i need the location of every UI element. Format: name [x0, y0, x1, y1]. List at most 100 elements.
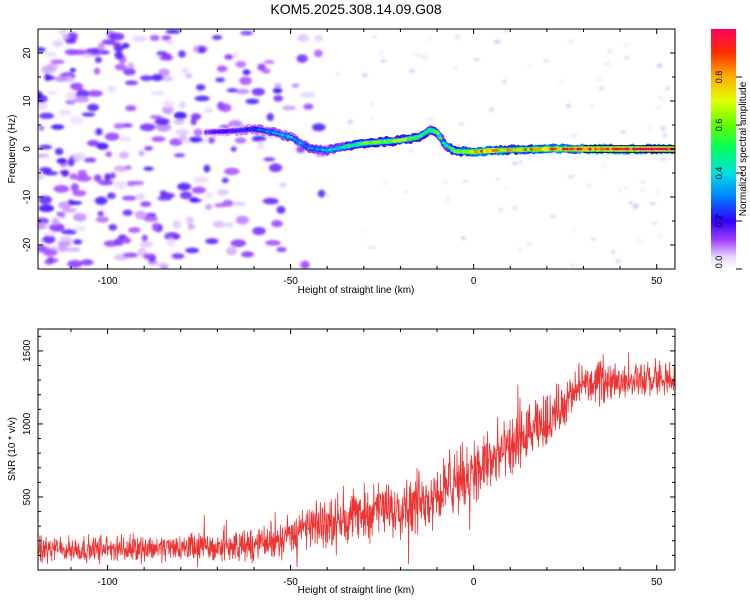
noise-blob	[95, 128, 103, 136]
noise-blob	[296, 54, 308, 63]
y-tick-label: 1500	[22, 339, 33, 362]
noise-blob	[379, 51, 384, 55]
ridge-core	[292, 137, 297, 141]
ridge-core	[389, 139, 393, 143]
ridge-core	[421, 132, 425, 136]
ridge-core	[371, 141, 376, 144]
noise-blob	[218, 103, 232, 113]
noise-blob	[105, 151, 113, 158]
noise-blob	[73, 212, 87, 222]
noise-blob	[502, 79, 507, 84]
noise-blob	[76, 89, 89, 99]
noise-blob	[565, 103, 572, 109]
ridge-core	[263, 129, 267, 133]
ridge-core	[506, 148, 510, 152]
x-tick-label: 0	[471, 577, 477, 588]
noise-blob	[640, 180, 646, 184]
noise-blob	[245, 98, 260, 105]
noise-blob	[567, 38, 575, 44]
noise-blob	[190, 118, 197, 126]
ridge-core	[254, 127, 258, 131]
noise-blob	[161, 35, 172, 41]
noise-blob	[51, 217, 60, 226]
noise-blob	[241, 251, 254, 258]
noise-blob	[95, 216, 109, 223]
noise-blob	[570, 262, 576, 268]
noise-blob	[87, 139, 100, 147]
ridge-core	[359, 142, 364, 146]
noise-blob	[106, 192, 116, 200]
noise-blob	[235, 215, 249, 225]
ridge-core	[213, 130, 217, 134]
noise-blob	[83, 157, 97, 163]
noise-blob	[193, 176, 209, 184]
ridge-core	[517, 148, 522, 152]
colorbar-tick-label: 0.6	[714, 119, 724, 132]
ridge-core	[277, 132, 282, 136]
ridge-core	[248, 127, 253, 131]
ridge-core	[453, 150, 458, 153]
noise-blob	[47, 90, 57, 95]
noise-blob	[44, 51, 57, 58]
noise-blob	[590, 104, 595, 109]
noise-blob	[659, 98, 664, 101]
noise-blob	[454, 34, 461, 40]
ridge-core	[661, 147, 666, 151]
ridge-core	[635, 147, 639, 151]
ridge-core	[415, 135, 420, 139]
noise-blob	[107, 85, 117, 93]
y-tick-label: -20	[22, 237, 33, 252]
noise-blob	[211, 35, 223, 40]
noise-blob	[38, 144, 53, 150]
y-tick-label: -10	[22, 189, 33, 204]
ridge-core	[348, 144, 352, 148]
noise-blob	[570, 133, 578, 138]
noise-blob	[113, 45, 124, 52]
ridge-core	[611, 147, 616, 151]
noise-blob	[118, 135, 132, 142]
noise-blob	[543, 59, 550, 62]
noise-blob	[64, 38, 77, 44]
noise-blob	[58, 201, 72, 210]
noise-blob	[44, 73, 51, 82]
y-tick-label: 0	[22, 146, 33, 152]
noise-blob	[129, 180, 145, 186]
noise-blob	[69, 173, 78, 180]
noise-blob	[262, 68, 271, 74]
ridge-core	[228, 129, 232, 133]
ridge-core	[550, 147, 554, 151]
noise-blob	[624, 55, 630, 60]
ridge-core	[374, 140, 379, 144]
ridge-core	[289, 136, 294, 139]
ridge-core	[538, 147, 543, 151]
noise-blob	[461, 236, 466, 240]
noise-blob	[151, 136, 166, 142]
noise-blob	[70, 183, 79, 192]
noise-blob	[658, 95, 662, 100]
noise-blob	[445, 197, 450, 203]
ridge-core	[597, 147, 601, 151]
noise-blob	[118, 234, 127, 239]
colorbar-tick-label: 0.8	[714, 71, 724, 84]
noise-blob	[276, 246, 287, 253]
noise-blob	[503, 29, 509, 33]
ridge-core	[582, 147, 587, 151]
noise-blob	[601, 164, 608, 168]
ridge-core	[216, 130, 220, 134]
ridge-core	[509, 148, 513, 152]
top-x-axis: -100 -50 0 50	[70, 29, 663, 287]
noise-blob	[427, 117, 434, 121]
ridge-core	[614, 147, 619, 151]
noise-blob	[230, 239, 247, 248]
noise-blob	[347, 119, 354, 125]
noise-blob	[595, 78, 603, 81]
ridge-core	[441, 141, 446, 145]
noise-blob	[239, 76, 252, 86]
noise-blob	[77, 169, 88, 178]
noise-blob	[242, 69, 251, 76]
ridge-core	[658, 147, 663, 151]
noise-blob	[72, 49, 87, 56]
noise-blob	[632, 203, 639, 209]
noise-blob	[224, 221, 234, 229]
noise-blob	[660, 157, 667, 161]
